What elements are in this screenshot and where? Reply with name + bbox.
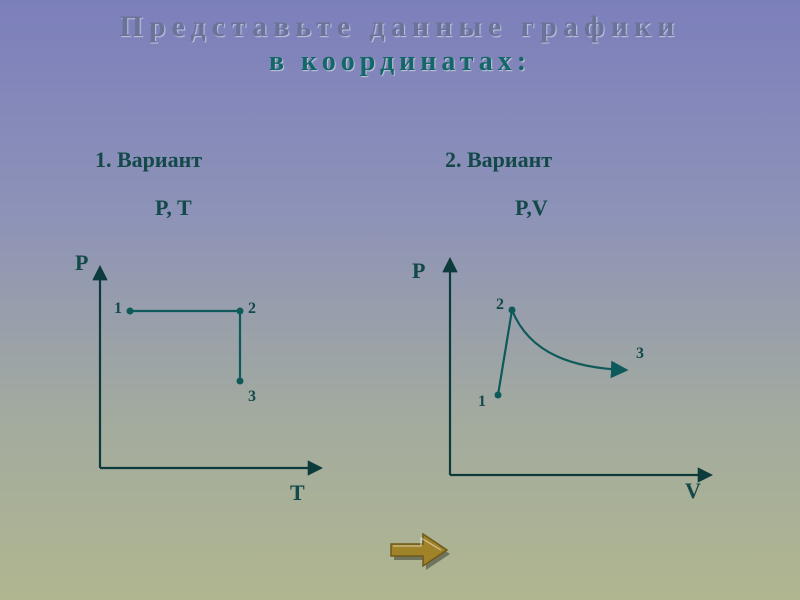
point-2	[237, 308, 244, 315]
point-1	[495, 392, 502, 399]
next-arrow-button[interactable]	[385, 528, 455, 573]
variant-1-label: 1. Вариант	[95, 147, 202, 173]
point-2	[509, 307, 516, 314]
variant-1-coord-label: P, T	[155, 195, 192, 221]
point-1	[127, 308, 134, 315]
title-line2: в координатах:	[0, 46, 800, 78]
variant-2-label: 2. Вариант	[445, 147, 552, 173]
title-line1: Представьте данные графики	[0, 10, 800, 44]
graph-1-pt-label-2: 2	[248, 300, 256, 318]
variant-2-coord-label: P,V	[515, 195, 548, 221]
graph-1	[80, 258, 340, 488]
slide: Представьте данные графики в координатах…	[0, 0, 800, 600]
graph-2-pt-label-3: 3	[636, 345, 644, 363]
graph-1-pt-label-1: 1	[114, 300, 122, 318]
curve-2-3	[512, 310, 625, 370]
graph-2	[420, 250, 720, 495]
graph-2-pt-label-2: 2	[496, 296, 504, 314]
segment-1-2	[498, 310, 512, 395]
title-block: Представьте данные графики в координатах…	[0, 10, 800, 78]
point-3	[237, 378, 244, 385]
graph-2-pt-label-1: 1	[478, 393, 486, 411]
graph-1-pt-label-3: 3	[248, 388, 256, 406]
